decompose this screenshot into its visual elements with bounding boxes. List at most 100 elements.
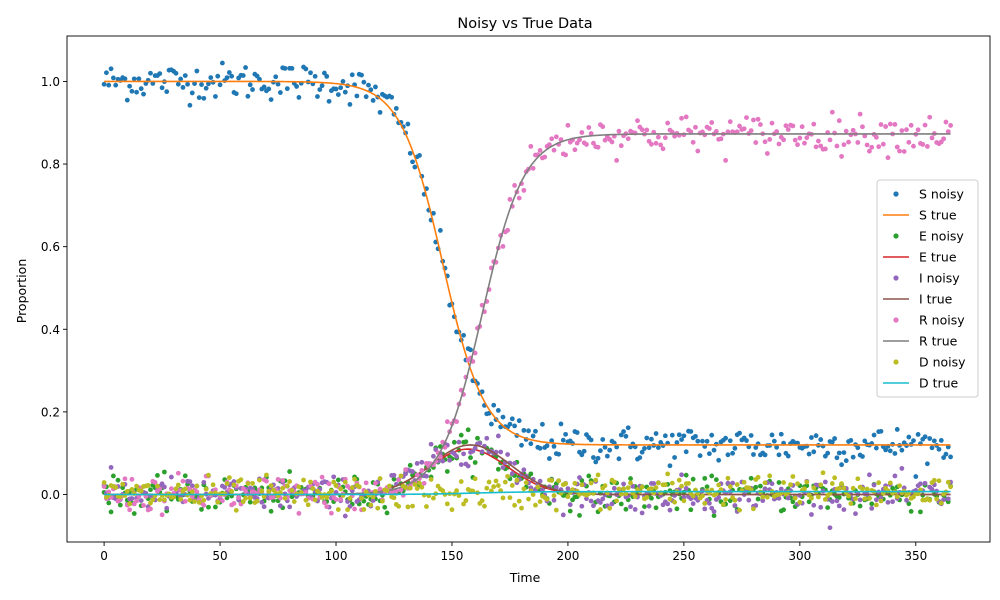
data-point bbox=[904, 497, 909, 503]
data-point bbox=[616, 486, 622, 492]
data-point bbox=[790, 123, 796, 129]
data-point bbox=[324, 73, 330, 79]
data-point bbox=[860, 454, 865, 459]
data-point bbox=[359, 72, 364, 78]
data-point bbox=[846, 493, 851, 499]
data-point bbox=[233, 91, 239, 97]
data-point bbox=[785, 453, 791, 459]
data-point bbox=[396, 503, 402, 509]
data-point bbox=[162, 484, 167, 490]
data-point bbox=[129, 476, 135, 482]
data-point bbox=[690, 493, 696, 499]
data-point bbox=[727, 438, 733, 444]
data-point bbox=[243, 488, 248, 494]
data-point bbox=[282, 65, 288, 71]
legend-marker bbox=[893, 233, 899, 239]
data-point bbox=[301, 477, 306, 483]
data-point bbox=[709, 432, 715, 438]
data-point bbox=[683, 486, 689, 491]
data-point bbox=[516, 195, 522, 201]
data-point bbox=[948, 484, 953, 490]
data-point bbox=[850, 485, 856, 491]
data-point bbox=[887, 480, 893, 486]
data-point bbox=[690, 501, 696, 507]
data-point bbox=[398, 473, 404, 479]
data-point bbox=[781, 507, 786, 513]
data-point bbox=[549, 136, 555, 142]
data-point bbox=[544, 443, 550, 449]
data-point bbox=[769, 481, 775, 487]
series-line bbox=[104, 490, 951, 496]
data-point bbox=[679, 483, 684, 489]
data-point bbox=[380, 498, 385, 504]
data-point bbox=[129, 88, 135, 94]
data-point bbox=[774, 444, 780, 450]
data-point bbox=[804, 479, 810, 485]
data-point bbox=[725, 452, 731, 458]
data-point bbox=[679, 115, 684, 121]
data-point bbox=[892, 122, 898, 127]
data-point bbox=[644, 435, 650, 441]
data-point bbox=[268, 97, 274, 103]
data-point bbox=[275, 81, 281, 87]
data-point bbox=[653, 505, 659, 511]
data-point bbox=[261, 84, 267, 90]
data-point bbox=[482, 503, 487, 509]
data-point bbox=[941, 455, 947, 460]
data-point bbox=[785, 127, 791, 132]
data-point bbox=[653, 485, 659, 490]
data-point bbox=[704, 438, 710, 444]
data-point bbox=[579, 452, 585, 458]
data-point bbox=[509, 416, 515, 422]
data-point bbox=[468, 347, 473, 353]
data-point bbox=[723, 157, 729, 163]
data-point bbox=[259, 488, 265, 494]
data-point bbox=[247, 499, 253, 505]
data-point bbox=[458, 462, 464, 468]
data-point bbox=[662, 135, 668, 141]
data-point bbox=[904, 127, 909, 133]
data-point bbox=[127, 507, 133, 513]
data-point bbox=[802, 486, 807, 492]
data-point bbox=[945, 479, 951, 485]
data-point bbox=[713, 128, 719, 134]
data-point bbox=[148, 506, 153, 512]
data-point bbox=[282, 495, 288, 501]
data-point bbox=[201, 502, 207, 508]
data-point bbox=[748, 128, 754, 134]
data-point bbox=[827, 525, 833, 531]
data-point bbox=[649, 486, 654, 492]
data-point bbox=[150, 497, 156, 503]
data-point bbox=[229, 489, 235, 494]
data-point bbox=[702, 500, 708, 506]
data-point bbox=[846, 139, 851, 145]
data-point bbox=[507, 196, 513, 202]
data-point bbox=[521, 427, 527, 433]
data-point bbox=[899, 447, 905, 453]
data-point bbox=[162, 497, 167, 503]
data-point bbox=[690, 476, 696, 482]
data-point bbox=[129, 496, 135, 501]
data-point bbox=[579, 482, 585, 488]
data-point bbox=[836, 450, 842, 456]
data-point bbox=[326, 98, 332, 104]
data-point bbox=[393, 105, 399, 111]
data-point bbox=[676, 432, 682, 438]
data-point bbox=[716, 457, 722, 463]
data-point bbox=[226, 70, 232, 75]
data-point bbox=[716, 482, 722, 488]
data-point bbox=[860, 486, 865, 492]
x-tick-label: 200 bbox=[556, 549, 579, 563]
plot-data bbox=[101, 60, 953, 531]
data-point bbox=[206, 81, 211, 87]
data-point bbox=[556, 478, 562, 484]
data-point bbox=[899, 128, 905, 134]
data-point bbox=[815, 138, 821, 144]
data-point bbox=[120, 485, 126, 491]
data-point bbox=[711, 447, 717, 453]
data-point bbox=[878, 122, 884, 127]
data-point bbox=[261, 494, 267, 500]
data-point bbox=[790, 499, 796, 505]
data-point bbox=[213, 94, 218, 99]
data-point bbox=[927, 114, 933, 120]
